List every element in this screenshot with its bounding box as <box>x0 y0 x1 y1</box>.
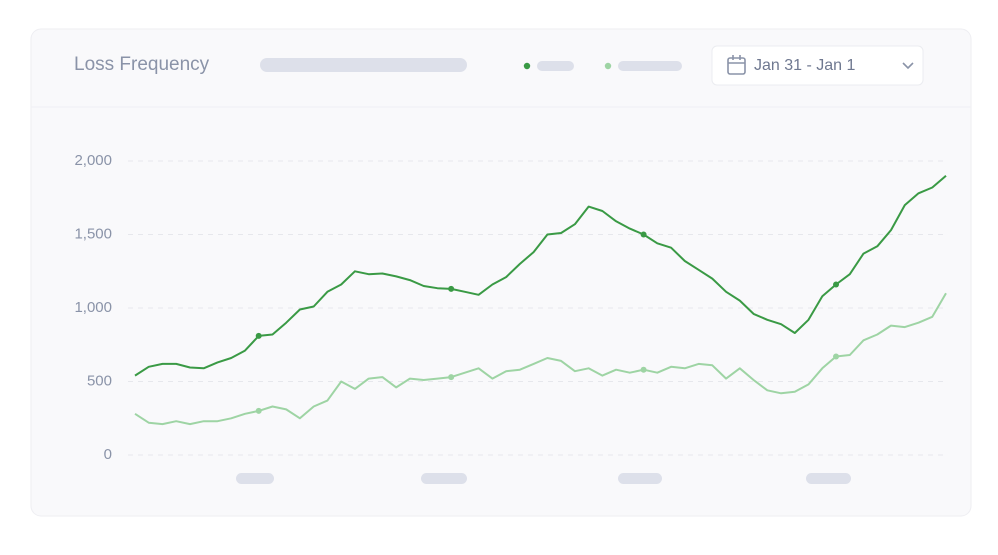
legend-dot <box>523 62 531 70</box>
point-marker <box>448 285 455 292</box>
x-placeholder <box>236 473 274 484</box>
legend-dot <box>604 62 612 70</box>
date-picker[interactable]: Jan 31 - Jan 1 <box>711 45 924 86</box>
y-tick-label: 2,000 <box>74 152 112 169</box>
y-tick-label: 0 <box>104 446 112 463</box>
calendar-icon <box>727 55 746 75</box>
line-series <box>134 174 947 377</box>
x-placeholder <box>421 473 467 484</box>
chevron <box>902 62 914 70</box>
point-marker <box>448 374 455 381</box>
line-series <box>134 292 947 426</box>
placeholder <box>260 58 467 72</box>
legend-placeholder <box>537 61 574 71</box>
x-placeholder <box>618 473 662 484</box>
date-picker-box[interactable] <box>711 45 924 86</box>
legend-placeholder <box>618 61 682 71</box>
point-marker <box>833 281 840 288</box>
y-tick-label: 1,000 <box>74 299 112 316</box>
y-tick-label: 1,500 <box>74 225 112 242</box>
x-placeholder <box>806 473 851 484</box>
point-marker <box>255 407 262 414</box>
y-tick-label: 500 <box>87 372 112 389</box>
point-marker <box>833 353 840 360</box>
chart-title: Loss Frequency <box>74 54 210 75</box>
point-marker <box>640 366 647 373</box>
point-marker <box>640 231 647 238</box>
card <box>30 28 972 517</box>
point-marker <box>255 332 262 339</box>
date-range: Jan 31 - Jan 1 <box>754 57 856 74</box>
